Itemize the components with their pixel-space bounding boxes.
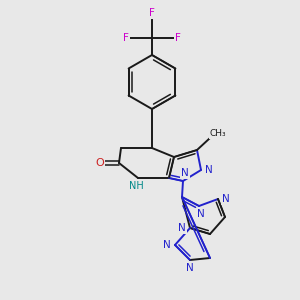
Text: F: F [123,33,129,43]
Text: N: N [205,165,213,175]
Text: N: N [222,194,230,204]
Text: NH: NH [129,181,143,191]
Text: N: N [178,223,186,233]
Text: N: N [181,168,189,178]
Text: F: F [175,33,181,43]
Text: CH₃: CH₃ [210,130,226,139]
Text: N: N [197,209,205,219]
Text: N: N [186,263,194,273]
Text: N: N [163,240,171,250]
Text: O: O [96,158,104,168]
Text: F: F [149,8,155,18]
